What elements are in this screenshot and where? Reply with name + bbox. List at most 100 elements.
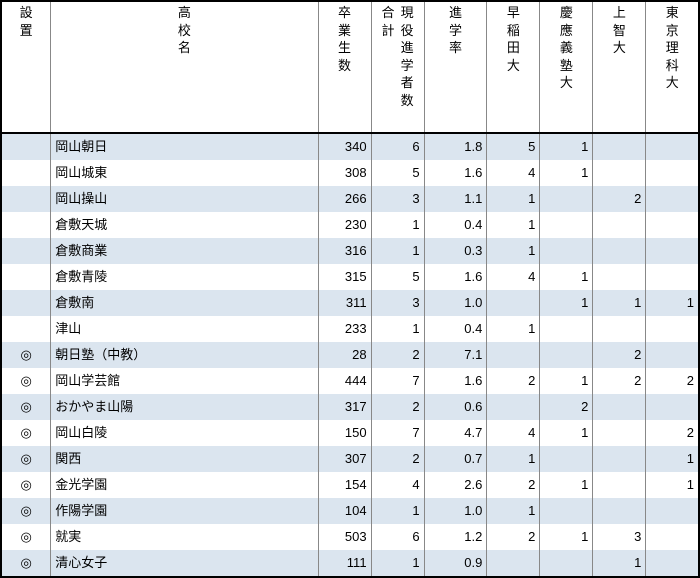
col-header-c2: 卒業生数 [318, 1, 371, 133]
cell-c6: 1 [540, 524, 593, 550]
cell-c0: ◎ [1, 472, 51, 498]
cell-c2: 28 [318, 342, 371, 368]
cell-c1: 倉敷商業 [51, 238, 318, 264]
col-header-c5: 早稲田大 [487, 1, 540, 133]
cell-c7 [593, 472, 646, 498]
cell-c7: 2 [593, 186, 646, 212]
cell-c5: 2 [487, 472, 540, 498]
cell-c0: ◎ [1, 368, 51, 394]
cell-c4: 1.6 [424, 264, 487, 290]
cell-c8 [646, 524, 699, 550]
table-row: 倉敷商業31610.31 [1, 238, 699, 264]
cell-c6 [540, 550, 593, 577]
cell-c1: 関西 [51, 446, 318, 472]
cell-c2: 266 [318, 186, 371, 212]
cell-c5 [487, 342, 540, 368]
cell-c5: 1 [487, 446, 540, 472]
cell-c8: 1 [646, 446, 699, 472]
cell-c7 [593, 212, 646, 238]
cell-c0 [1, 316, 51, 342]
cell-c6: 2 [540, 394, 593, 420]
cell-c8 [646, 238, 699, 264]
cell-c0: ◎ [1, 342, 51, 368]
cell-c6: 1 [540, 420, 593, 446]
cell-c3: 2 [371, 446, 424, 472]
cell-c2: 308 [318, 160, 371, 186]
cell-c0: ◎ [1, 550, 51, 577]
cell-c7 [593, 420, 646, 446]
cell-c6: 1 [540, 290, 593, 316]
cell-c8 [646, 342, 699, 368]
cell-c6 [540, 212, 593, 238]
cell-c7 [593, 264, 646, 290]
cell-c6 [540, 316, 593, 342]
cell-c6: 1 [540, 472, 593, 498]
cell-c8 [646, 212, 699, 238]
cell-c4: 1.6 [424, 160, 487, 186]
col-header-c8: 東京理科大 [646, 1, 699, 133]
cell-c6 [540, 446, 593, 472]
cell-c3: 2 [371, 342, 424, 368]
cell-c5: 1 [487, 316, 540, 342]
table-row: 倉敷青陵31551.641 [1, 264, 699, 290]
cell-c1: 岡山白陵 [51, 420, 318, 446]
cell-c4: 4.7 [424, 420, 487, 446]
cell-c3: 5 [371, 264, 424, 290]
cell-c3: 1 [371, 212, 424, 238]
table-row: ◎清心女子11110.91 [1, 550, 699, 577]
cell-c3: 1 [371, 550, 424, 577]
col-header-c1: 高校名 [51, 1, 318, 133]
cell-c2: 233 [318, 316, 371, 342]
cell-c6 [540, 342, 593, 368]
cell-c1: 倉敷南 [51, 290, 318, 316]
cell-c1: おかやま山陽 [51, 394, 318, 420]
table-row: ◎就実50361.2213 [1, 524, 699, 550]
cell-c8 [646, 498, 699, 524]
cell-c3: 1 [371, 316, 424, 342]
cell-c6 [540, 238, 593, 264]
cell-c4: 0.4 [424, 212, 487, 238]
table-row: ◎作陽学園10411.01 [1, 498, 699, 524]
cell-c4: 0.7 [424, 446, 487, 472]
cell-c8 [646, 394, 699, 420]
cell-c3: 7 [371, 420, 424, 446]
table-row: 岡山朝日34061.851 [1, 133, 699, 160]
table-row: 津山23310.41 [1, 316, 699, 342]
cell-c4: 0.6 [424, 394, 487, 420]
col-header-c7: 上智大 [593, 1, 646, 133]
cell-c7 [593, 316, 646, 342]
cell-c3: 3 [371, 186, 424, 212]
cell-c0 [1, 238, 51, 264]
cell-c8 [646, 316, 699, 342]
cell-c3: 3 [371, 290, 424, 316]
cell-c8 [646, 550, 699, 577]
cell-c5: 2 [487, 368, 540, 394]
cell-c4: 1.1 [424, 186, 487, 212]
cell-c3: 7 [371, 368, 424, 394]
cell-c1: 岡山操山 [51, 186, 318, 212]
col-header-c0: 設置 [1, 1, 51, 133]
cell-c2: 317 [318, 394, 371, 420]
cell-c1: 岡山城東 [51, 160, 318, 186]
cell-c5: 1 [487, 238, 540, 264]
table-row: ◎金光学園15442.6211 [1, 472, 699, 498]
col-header-c3: 合計現役進学者数 [371, 1, 424, 133]
cell-c4: 2.6 [424, 472, 487, 498]
table-row: ◎朝日塾（中教）2827.12 [1, 342, 699, 368]
table-body: 岡山朝日34061.851岡山城東30851.641岡山操山26631.112倉… [1, 133, 699, 577]
cell-c7: 3 [593, 524, 646, 550]
cell-c0 [1, 264, 51, 290]
cell-c1: 倉敷天城 [51, 212, 318, 238]
table-row: 倉敷天城23010.41 [1, 212, 699, 238]
cell-c0: ◎ [1, 498, 51, 524]
cell-c6 [540, 186, 593, 212]
cell-c1: 倉敷青陵 [51, 264, 318, 290]
cell-c2: 111 [318, 550, 371, 577]
cell-c4: 1.6 [424, 368, 487, 394]
cell-c6: 1 [540, 264, 593, 290]
cell-c2: 503 [318, 524, 371, 550]
cell-c7: 2 [593, 368, 646, 394]
cell-c1: 朝日塾（中教） [51, 342, 318, 368]
cell-c5: 1 [487, 212, 540, 238]
cell-c3: 2 [371, 394, 424, 420]
